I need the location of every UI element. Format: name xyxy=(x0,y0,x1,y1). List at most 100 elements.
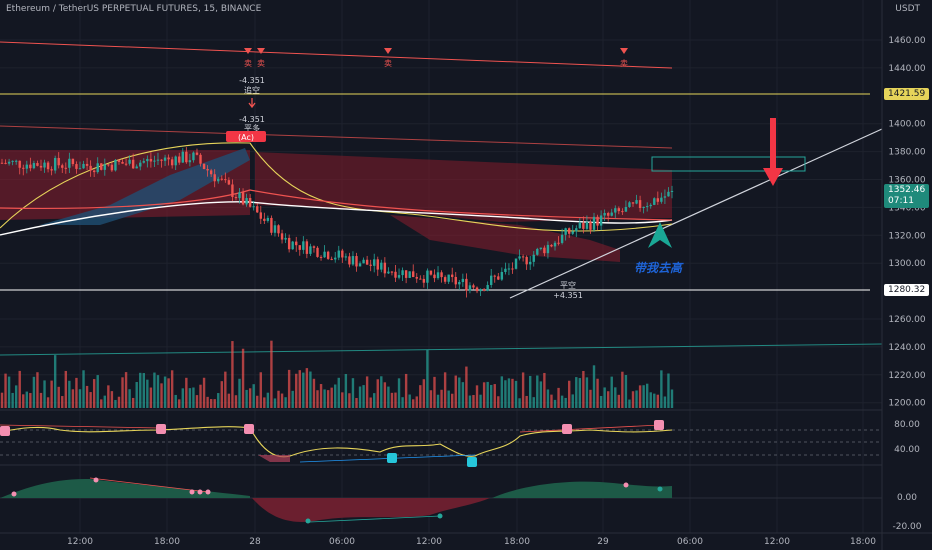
volume-bar xyxy=(22,394,25,408)
volume-bar xyxy=(351,378,355,408)
volume-bar xyxy=(380,376,383,408)
volume-bar xyxy=(89,392,92,408)
volume-bar xyxy=(284,397,287,408)
volume-bar xyxy=(25,391,29,408)
annot-long-label: 平多 xyxy=(244,123,260,133)
volume-bar xyxy=(68,380,71,408)
volume-bar xyxy=(500,376,504,408)
volume-bar xyxy=(163,376,167,408)
candle-body xyxy=(369,264,372,266)
volume-bar xyxy=(348,393,351,408)
candle-body xyxy=(220,178,223,180)
volume-bar xyxy=(362,385,365,408)
candle-body xyxy=(224,179,227,181)
volume-bar xyxy=(621,371,624,408)
volume-bar xyxy=(419,385,422,408)
macd-red-area xyxy=(252,498,490,522)
volume-bar xyxy=(302,372,305,408)
volume-bar xyxy=(670,389,674,408)
y-tick-4: 1360.00 xyxy=(888,176,925,186)
volume-bar xyxy=(217,393,220,408)
candle-body xyxy=(238,192,241,199)
candle-body xyxy=(96,163,99,173)
x-tick-8: 12:00 xyxy=(764,537,790,547)
volume-bar xyxy=(128,389,131,408)
volume-bar xyxy=(209,399,213,408)
annot-cover-label: 平空 xyxy=(560,280,576,290)
candle-body xyxy=(110,164,114,171)
macd-dot-8 xyxy=(623,482,629,488)
volume-bar xyxy=(270,340,273,408)
volume-bar xyxy=(295,373,298,408)
candle-body xyxy=(213,174,216,182)
annot-short-value: -4.351 xyxy=(239,76,265,85)
volume-bar xyxy=(458,377,461,408)
price-tag-yellow: 1421.59 xyxy=(884,88,930,100)
volume-bar xyxy=(408,394,411,408)
volume-bar xyxy=(110,391,114,408)
candle-body xyxy=(550,244,553,247)
candle-body xyxy=(174,156,177,166)
candle-body xyxy=(475,287,479,292)
candle-body xyxy=(25,164,29,169)
volume-bar xyxy=(206,396,209,408)
volume-bar xyxy=(298,370,301,408)
volume-bar xyxy=(507,378,511,408)
candle-body xyxy=(422,278,426,283)
candle-body xyxy=(178,156,181,163)
annot-long-value: -4.351 xyxy=(239,115,265,124)
candle-body xyxy=(4,162,7,164)
candle-body xyxy=(656,198,660,202)
volume-bar xyxy=(174,394,177,408)
candle-body xyxy=(497,276,500,280)
volume-bar xyxy=(557,387,560,408)
candle-body xyxy=(114,159,117,171)
macd-dot-1 xyxy=(11,491,17,497)
candle-body xyxy=(447,274,450,282)
volume-bar xyxy=(231,341,234,408)
volume-bar xyxy=(373,393,376,408)
macd-dot-5 xyxy=(205,489,211,495)
candle-body xyxy=(256,206,259,213)
candle-body xyxy=(564,228,567,235)
candle-body xyxy=(305,241,309,254)
blue-cloud xyxy=(40,148,250,225)
volume-bar xyxy=(440,389,443,408)
volume-bar xyxy=(638,385,642,408)
volume-bar xyxy=(0,392,4,408)
volume-bar xyxy=(43,380,46,408)
candle-body xyxy=(575,228,578,232)
candle-body xyxy=(78,168,82,170)
candle-body xyxy=(373,259,376,266)
candle-body xyxy=(163,157,167,161)
candle-body xyxy=(631,202,635,204)
candle-body xyxy=(419,278,422,280)
candle-body xyxy=(107,164,110,166)
volume-bar xyxy=(18,370,21,408)
candle-body xyxy=(89,165,92,171)
sell-marker-4 xyxy=(620,48,628,54)
volume-bar xyxy=(291,390,294,408)
volume-bar xyxy=(139,372,142,408)
candle-body xyxy=(71,158,75,165)
volume-bar xyxy=(103,395,107,408)
volume-bar xyxy=(75,377,78,408)
volume-bar xyxy=(606,391,610,408)
candle-body xyxy=(529,261,532,265)
volume-bar xyxy=(422,379,426,408)
candle-body xyxy=(397,275,401,278)
volume-bar xyxy=(4,373,7,408)
volume-bar xyxy=(518,398,521,408)
candle-body xyxy=(412,271,415,278)
candle-body xyxy=(36,163,39,166)
candle-body xyxy=(436,272,440,279)
volume-bar xyxy=(539,381,543,408)
x-tick-3: 06:00 xyxy=(329,537,355,547)
candle-body xyxy=(309,246,312,254)
y-tick-5: 1340.00 xyxy=(888,203,925,213)
ma-red xyxy=(0,189,673,221)
macd-dot-6 xyxy=(305,518,311,524)
candle-body xyxy=(482,289,486,291)
candle-body xyxy=(635,200,638,204)
